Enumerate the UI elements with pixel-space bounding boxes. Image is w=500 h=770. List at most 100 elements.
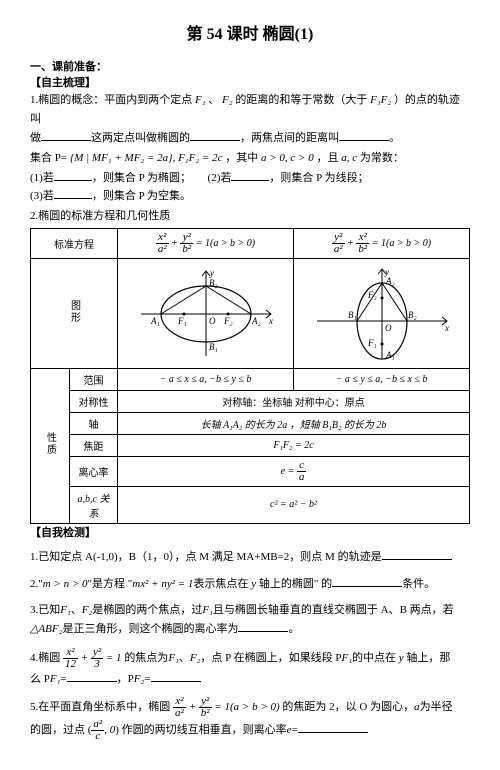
t: 条件。 bbox=[402, 578, 435, 590]
txt: 为常数： bbox=[360, 152, 404, 164]
fill-blank[interactable] bbox=[54, 169, 92, 181]
q3: 3.已知F₁、F₂是椭圆的两个焦点，过F₁且与椭圆长轴垂直的直线交椭圆于 A、B… bbox=[30, 601, 470, 638]
prop-head: 性质 bbox=[31, 368, 70, 523]
eq1-cell: x²a² + y²b² = 1(a > b > 0) bbox=[118, 228, 294, 258]
focal-v: F₁F₂ = 2c bbox=[118, 434, 470, 456]
fill-blank[interactable] bbox=[41, 129, 91, 141]
fill-blank[interactable] bbox=[151, 670, 201, 682]
svg-text:x: x bbox=[444, 323, 449, 333]
axis-h: 轴 bbox=[70, 412, 118, 434]
d: 3 bbox=[91, 659, 103, 670]
f1: F₁ bbox=[168, 652, 179, 664]
f1c: F₁ bbox=[341, 652, 352, 664]
focal-h: 焦距 bbox=[70, 434, 118, 456]
fill-blank[interactable] bbox=[332, 575, 402, 587]
cond: m > n > 0 bbox=[43, 578, 88, 590]
txt: 的距离的和等于常数（大于 bbox=[235, 94, 367, 106]
prop-label: 性质 bbox=[43, 432, 58, 456]
axis-v-text: 长轴 A₁A₂ 的长为 2a ，短轴 B₁B₂ 的长为 2b bbox=[201, 420, 387, 431]
d: a² bbox=[173, 708, 186, 719]
q1: 1.已知定点 A(-1,0)，B（1，0），点 M 满足 MA+MB=2，则点 … bbox=[30, 548, 470, 567]
tail: = 1(a > b > 0) bbox=[214, 701, 279, 713]
sym-h: 对称性 bbox=[70, 390, 118, 412]
t: 4.椭圆 bbox=[30, 652, 60, 664]
svg-text:A₂: A₂ bbox=[385, 276, 395, 286]
d: b² bbox=[180, 244, 193, 255]
t: ，P bbox=[117, 673, 134, 685]
fill-blank[interactable] bbox=[339, 129, 389, 141]
bracket-1: 【自主梳理】 bbox=[30, 74, 470, 90]
ecc-v: e = ca bbox=[118, 456, 470, 486]
axis-v: 长轴 A₁A₂ 的长为 2a ，短轴 B₁B₂ 的长为 2b bbox=[118, 412, 470, 434]
q4: 4.椭圆 x²12 + y²3 = 1 的焦点为F₁、F₂，点 P 在椭圆上，如… bbox=[30, 647, 470, 689]
svg-text:O: O bbox=[385, 323, 392, 333]
q2: 2."m > n > 0"是方程 "mx² + ny² = 1表示焦点在 y 轴… bbox=[30, 575, 470, 594]
t: "是方程 " bbox=[88, 578, 133, 590]
c1b: ，则集合 P 为椭圆； bbox=[92, 172, 191, 184]
d: 12 bbox=[63, 659, 78, 670]
svg-text:B₁: B₁ bbox=[348, 310, 357, 320]
tri: △ABF₂ bbox=[30, 623, 62, 635]
t: 轴上的椭圆" 的 bbox=[259, 578, 332, 590]
txt: ，且 bbox=[316, 152, 338, 164]
c1a: (1)若 bbox=[30, 172, 54, 184]
t: 表示焦点在 bbox=[193, 578, 248, 590]
c3b: ，则集合 P 为空集。 bbox=[92, 190, 191, 202]
properties-table: 标准方程 x²a² + y²b² = 1(a > b > 0) y²a² + x… bbox=[30, 228, 470, 524]
ellipse-vertical-diagram: x y O A₂ A₁ B₁ B₂ F₂ F₁ bbox=[312, 266, 452, 361]
concept-line2: 做这两定点叫做椭圆的，两焦点间的距离叫。 bbox=[30, 129, 470, 148]
d: b² bbox=[356, 244, 369, 255]
svg-text:A₁: A₁ bbox=[385, 350, 395, 360]
set-expr: {M | MF₁ + MF₂ = 2a}, F₁F₂ = 2c bbox=[70, 152, 223, 164]
concept-line1: 1.椭圆的概念：平面内到两个定点 F₁ 、 F₂ 的距离的和等于常数（大于 F₁… bbox=[30, 91, 470, 128]
tail: = 1(a > b > 0) bbox=[372, 238, 431, 249]
section-1: 一、课前准备： bbox=[30, 58, 470, 74]
eq: mx² + ny² = 1 bbox=[132, 578, 193, 590]
s: 、 bbox=[71, 604, 82, 616]
txt: 做 bbox=[30, 132, 41, 144]
ac: a, c bbox=[341, 152, 357, 164]
t: 么 P bbox=[30, 673, 50, 685]
d: c bbox=[91, 731, 104, 742]
n: y² bbox=[91, 647, 103, 659]
svg-text:B₁: B₁ bbox=[209, 342, 218, 352]
f1f2: F₁F₂ bbox=[370, 94, 391, 106]
d: a bbox=[297, 472, 307, 483]
acond: a > 0, c > 0 bbox=[261, 152, 314, 164]
abc-h: a,b,c 关系 bbox=[70, 486, 118, 523]
t: 。 bbox=[288, 623, 299, 635]
fill-blank[interactable] bbox=[231, 169, 269, 181]
t: 作圆的两切线互相垂直，则离心率 bbox=[122, 724, 287, 736]
svg-text:A₂: A₂ bbox=[251, 316, 261, 326]
fill-blank[interactable] bbox=[238, 620, 288, 632]
txt: 集合 P= bbox=[30, 152, 67, 164]
sep: 、 bbox=[208, 94, 219, 106]
std-eq-head: 标准方程 bbox=[31, 228, 118, 258]
t: 是椭圆的两个焦点，过 bbox=[92, 604, 202, 616]
t: 的圆，过点 bbox=[30, 724, 85, 736]
d: a² bbox=[156, 244, 169, 255]
t: 5.在平面直角坐标系中，椭圆 bbox=[30, 701, 170, 713]
svg-text:B₂: B₂ bbox=[209, 278, 218, 288]
f2: F₂ bbox=[82, 604, 93, 616]
f1d: F₁ bbox=[50, 673, 61, 685]
page-title: 第 54 课时 椭圆(1) bbox=[30, 20, 470, 44]
fill-blank[interactable] bbox=[54, 187, 92, 199]
ecc-pre: e = bbox=[281, 466, 295, 477]
f1: F₁ bbox=[60, 604, 71, 616]
svg-text:A₁: A₁ bbox=[150, 316, 160, 326]
fill-blank[interactable] bbox=[382, 548, 452, 560]
q5: 5.在平面直角坐标系中，椭圆 x²a² + y²b² = 1(a > b > 0… bbox=[30, 696, 470, 742]
f1: F₁ bbox=[195, 94, 206, 106]
t: 为半径 bbox=[420, 701, 453, 713]
fill-blank[interactable] bbox=[67, 670, 117, 682]
range1: − a ≤ x ≤ a, −b ≤ y ≤ b bbox=[118, 368, 294, 390]
fill-blank[interactable] bbox=[190, 129, 240, 141]
svg-text:B₂: B₂ bbox=[408, 310, 417, 320]
d: a² bbox=[332, 244, 345, 255]
t: 2." bbox=[30, 578, 43, 590]
fill-blank[interactable] bbox=[298, 721, 368, 733]
n: x² bbox=[156, 232, 169, 244]
svg-text:F₁: F₁ bbox=[367, 338, 377, 348]
svg-text:F₂: F₂ bbox=[223, 316, 233, 326]
